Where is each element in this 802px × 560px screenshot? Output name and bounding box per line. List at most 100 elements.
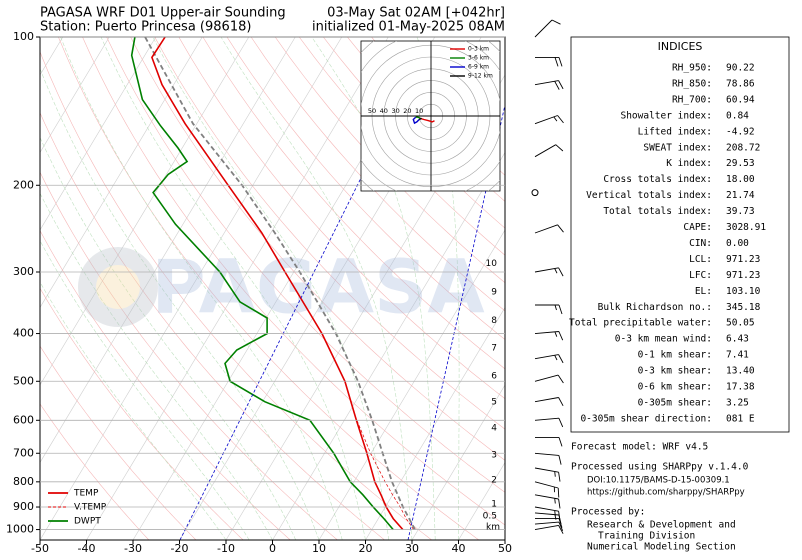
index-label: RH_950: — [672, 63, 712, 74]
index-value: 17.38 — [726, 382, 755, 393]
legend-label: V.TEMP — [74, 503, 107, 513]
index-value: 29.53 — [726, 158, 755, 169]
hodo-legend-label: 0-3 km — [468, 46, 489, 53]
isotherm — [40, 37, 110, 154]
x-tick-label: 30 — [405, 542, 419, 555]
hodo-ring-label: 20 — [403, 107, 411, 115]
dry-adiabat — [40, 403, 150, 540]
height-label: 3 — [491, 451, 497, 461]
wind-barb — [534, 331, 564, 341]
index-value: 78.86 — [726, 78, 755, 89]
hodo-legend-label: 9-12 km — [468, 73, 493, 80]
footer-line: Research & Development and — [587, 520, 736, 531]
index-label: Lifted index: — [638, 126, 712, 137]
index-label: 0-3 km mean wind: — [615, 334, 712, 345]
index-label: 0-1 km shear: — [638, 350, 712, 361]
index-label: CAPE: — [683, 222, 712, 233]
dry-adiabat — [178, 37, 505, 400]
index-label: EL: — [695, 286, 712, 297]
hodo-trace — [420, 117, 435, 123]
x-tick-label: 50 — [498, 542, 512, 555]
isotherm — [40, 37, 296, 464]
x-tick-label: 40 — [452, 542, 466, 555]
moist-adiabat — [220, 37, 413, 540]
watermark-text: PAGASA — [151, 245, 484, 331]
wind-barb — [534, 467, 561, 482]
wind-barb — [534, 80, 564, 90]
moist-adiabat — [152, 37, 390, 540]
dry-adiabat — [202, 37, 505, 370]
index-value: 90.22 — [726, 63, 755, 74]
parcel-profile — [144, 37, 416, 531]
x-tick-label: 10 — [312, 542, 326, 555]
x-tick-label: -10 — [217, 542, 235, 555]
index-label: Showalter index: — [620, 110, 712, 121]
hodo-legend-label: 3-6 km — [468, 55, 489, 62]
moist-adiabat — [40, 192, 273, 540]
wind-barb — [534, 506, 561, 521]
y-tick-label: 800 — [13, 475, 34, 488]
index-label: 0-305m shear direction: — [580, 413, 712, 424]
wind-barb — [534, 494, 561, 509]
index-value: 60.94 — [726, 94, 755, 105]
wind-barb — [534, 115, 564, 125]
dry-adiabat — [82, 37, 505, 526]
index-value: 50.05 — [726, 318, 755, 329]
footer-line: Processed using SHARPpy v.1.4.0 — [571, 462, 749, 473]
wind-barb — [534, 481, 560, 498]
height-label: 7 — [491, 344, 497, 354]
isotherm — [40, 37, 250, 386]
y-tick-label: 300 — [13, 265, 34, 278]
indices-title: INDICES — [658, 40, 703, 53]
dry-adiabat — [40, 50, 432, 540]
isotherm — [40, 37, 157, 231]
index-label: K index: — [666, 158, 712, 169]
footer-line: Training Division — [598, 531, 695, 542]
moist-adiabat — [40, 281, 227, 540]
hodo-ring-label: 40 — [380, 107, 388, 115]
index-value: 081 E — [726, 413, 755, 424]
dry-adiabat — [154, 37, 505, 430]
height-unit: km — [486, 523, 500, 533]
index-value: 6.43 — [726, 334, 749, 345]
moist-adiabat — [60, 37, 343, 540]
legend-label: DWPT — [74, 517, 101, 527]
index-value: 3028.91 — [726, 222, 766, 233]
dry-adiabat — [40, 171, 338, 540]
isotherm — [40, 37, 343, 540]
index-value: 103.10 — [726, 286, 761, 297]
height-label: 2 — [491, 475, 497, 485]
index-value: 0.00 — [726, 238, 749, 249]
wind-barb — [534, 144, 564, 158]
logo — [96, 265, 140, 309]
hodo-trace — [415, 116, 421, 120]
height-label: 0.5 — [483, 511, 497, 521]
moist-adiabat — [40, 136, 297, 540]
hodo-trace — [412, 116, 420, 125]
wind-barb — [534, 397, 564, 407]
legend-label: TEMP — [73, 489, 99, 499]
wind-barb — [534, 267, 564, 277]
y-tick-label: 200 — [13, 178, 34, 191]
moist-adiabat — [100, 37, 366, 540]
index-value: 13.40 — [726, 366, 755, 377]
hodo-ring-label: 10 — [415, 107, 423, 115]
subtitle: Station: Puerto Princesa (98618) — [40, 20, 251, 35]
index-value: 7.41 — [726, 350, 749, 361]
index-label: LCL: — [689, 254, 712, 265]
hodo-rings — [361, 41, 500, 191]
isotherm — [365, 306, 505, 540]
index-label: RH_850: — [672, 78, 712, 89]
moist-adiabat — [416, 37, 460, 540]
dry-adiabat — [40, 229, 291, 540]
indices-table: RH_950: 90.22 RH_850: 78.86 RH_700: 60.94 Show… — [569, 63, 766, 425]
footer-line: DOI:10.1175/BAMS-D-15-00309.1 — [587, 476, 730, 486]
y-tick-label: 1000 — [6, 523, 34, 536]
x-tick-label: -30 — [124, 542, 142, 555]
x-tick-label: 20 — [359, 542, 373, 555]
logo — [78, 247, 158, 327]
isotherm — [272, 151, 505, 540]
index-value: 208.72 — [726, 142, 760, 153]
